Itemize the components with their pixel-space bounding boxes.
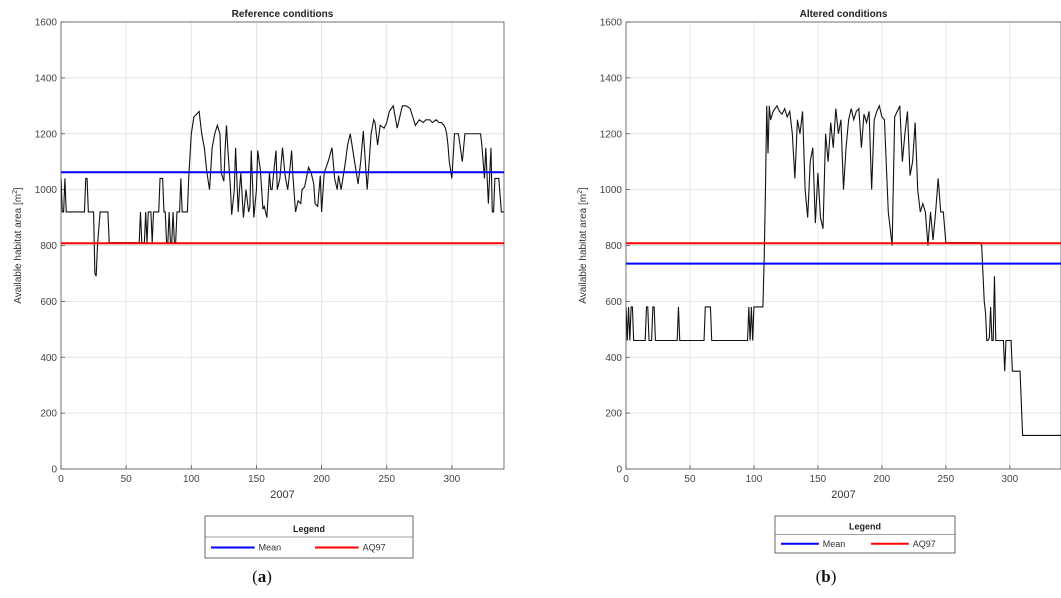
legend-entry-aq97: AQ97 xyxy=(363,543,386,553)
y-tick-label: 1200 xyxy=(600,129,623,140)
x-tick-label: 250 xyxy=(378,474,395,485)
x-axis-label: 2007 xyxy=(270,489,294,501)
y-axis-label: Available habitat area [m2] xyxy=(577,187,589,304)
y-tick-label: 0 xyxy=(616,465,622,476)
x-tick-label: 0 xyxy=(623,474,629,485)
x-tick-label: 300 xyxy=(444,474,461,485)
x-tick-label: 100 xyxy=(183,474,200,485)
y-tick-label: 200 xyxy=(40,409,57,420)
y-tick-label: 200 xyxy=(605,409,622,420)
y-tick-label: 1000 xyxy=(35,185,58,196)
legend-entry-mean: Mean xyxy=(823,539,846,549)
x-tick-label: 150 xyxy=(810,474,827,485)
x-tick-label: 250 xyxy=(938,474,955,485)
chart-title: Altered conditions xyxy=(800,9,888,20)
series-line-habitat-area xyxy=(61,104,504,277)
x-tick-label: 100 xyxy=(746,474,763,485)
x-tick-label: 150 xyxy=(248,474,265,485)
y-tick-label: 1600 xyxy=(35,18,58,29)
legend-title: Legend xyxy=(293,524,325,534)
legend-entry-mean: Mean xyxy=(259,543,282,553)
x-tick-label: 200 xyxy=(313,474,330,485)
chart-title: Reference conditions xyxy=(232,9,334,20)
panel-caption: (a) xyxy=(252,567,272,586)
y-tick-label: 600 xyxy=(40,297,57,308)
x-tick-label: 50 xyxy=(684,474,696,485)
x-tick-label: 0 xyxy=(58,474,64,485)
y-tick-label: 400 xyxy=(605,353,622,364)
panel-caption: (b) xyxy=(816,567,837,586)
x-tick-label: 50 xyxy=(121,474,133,485)
legend-entry-aq97: AQ97 xyxy=(913,539,936,549)
x-tick-label: 300 xyxy=(1001,474,1018,485)
x-axis-label: 2007 xyxy=(831,489,855,501)
y-tick-label: 0 xyxy=(51,465,57,476)
chart-panel-b: 0 50 100 150 200 250 300 0 200 400 600 800 1000 1200 1… xyxy=(577,9,1061,586)
y-tick-label: 800 xyxy=(605,241,622,252)
x-tick-label: 200 xyxy=(874,474,891,485)
y-tick-label: 1200 xyxy=(35,129,58,140)
y-axis-label: Available habitat area [m2] xyxy=(12,187,24,304)
y-tick-label: 800 xyxy=(40,241,57,252)
y-tick-label: 1400 xyxy=(600,73,623,84)
y-tick-label: 1600 xyxy=(600,18,623,29)
y-tick-label: 400 xyxy=(40,353,57,364)
y-tick-label: 600 xyxy=(605,297,622,308)
legend-title: Legend xyxy=(849,522,881,532)
series-line-habitat-area xyxy=(626,104,1061,437)
y-tick-label: 1000 xyxy=(600,185,623,196)
y-tick-label: 1400 xyxy=(35,73,58,84)
chart-panel-a: 0 50 100 150 200 250 300 0 200 400 600 800 1000 1200 1… xyxy=(12,9,505,586)
